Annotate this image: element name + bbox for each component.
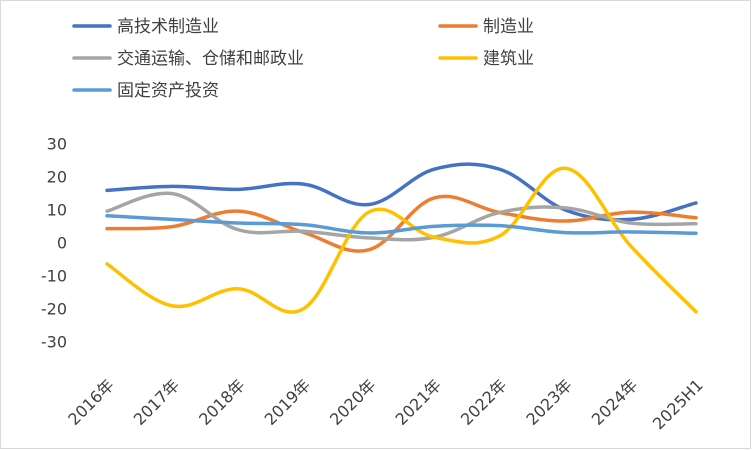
y-tick-label: -30 [41,333,67,352]
legend-item: 固定资产投资 [72,81,219,101]
legend-label: 建筑业 [483,49,534,69]
legend-label: 制造业 [483,17,534,37]
legend-item: 制造业 [438,17,534,37]
series-line [105,166,698,314]
legend-item: 建筑业 [438,49,534,69]
x-tick-label: 2017年 [130,375,184,429]
x-tick-label: 2019年 [261,375,315,429]
y-tick-label: 10 [47,201,67,220]
x-tick-label: 2024年 [588,375,642,429]
x-tick-label: 2018年 [195,375,249,429]
legend-label: 固定资产投资 [117,81,219,101]
legend-label: 高技术制造业 [117,17,219,37]
y-tick-label: 0 [57,234,67,253]
legend-item: 交通运输、仓储和邮政业 [72,49,304,69]
legend-item: 高技术制造业 [72,17,219,37]
y-tick-label: -10 [41,267,67,286]
x-tick-label: 2021年 [391,375,445,429]
x-tick-label: 2023年 [522,375,576,429]
series-line [105,191,698,242]
y-tick-label: -20 [41,300,67,319]
y-tick-label: 30 [47,135,67,154]
x-tick-label: 2020年 [326,375,380,429]
legend-label: 交通运输、仓储和邮政业 [117,49,304,69]
x-tick-label: 2022年 [457,375,511,429]
y-tick-label: 20 [47,168,67,187]
x-tick-label: 2016年 [64,375,118,429]
x-tick-label: 2025H1 [649,375,707,433]
plot-area [105,162,698,314]
y-axis: 30 20 10 0 -10 -20 -30 [41,135,67,352]
series-line [105,214,698,236]
x-axis: 2016年 2017年 2018年 2019年 2020年 2021年 2022年 2023年… [64,375,707,433]
series-line [105,194,698,253]
